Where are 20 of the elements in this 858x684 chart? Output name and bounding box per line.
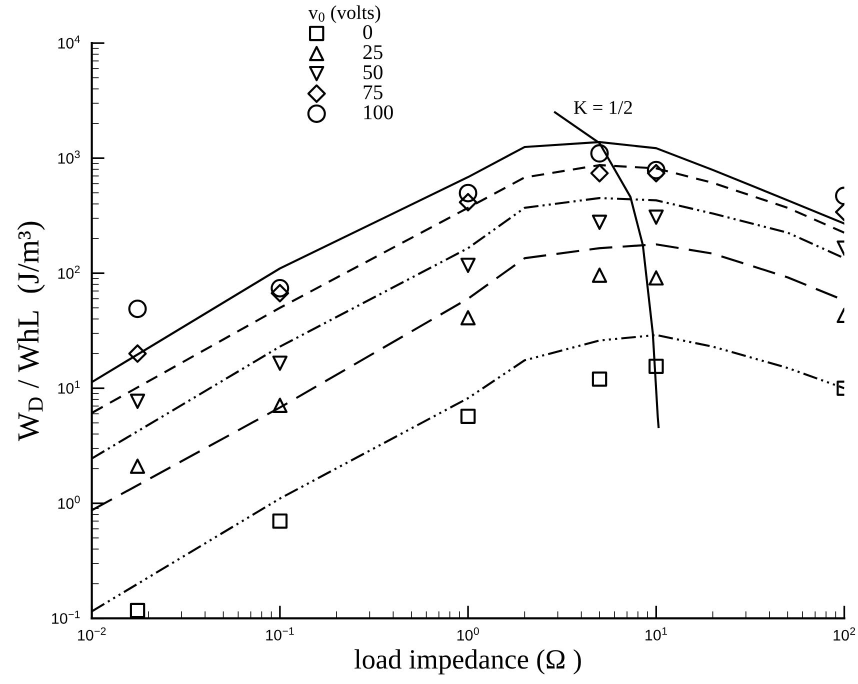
- x-axis-title: load impedance (Ω ): [354, 649, 581, 674]
- legend-label: 50: [364, 65, 382, 80]
- y-tick-label: 10$^{0}$: [58, 496, 80, 509]
- y-tick-label: 10$^{2}$: [58, 266, 80, 279]
- x-tick-label: 10$^{−1}$: [266, 627, 294, 641]
- y-tick-label: 10$^{4}$: [58, 35, 80, 49]
- x-tick-label: 10$^{1}$: [646, 627, 667, 641]
- y-axis-title: W$_{D}$ / WhL (J/m³): [17, 222, 45, 442]
- annotation: K = 1/2: [574, 101, 632, 114]
- x-tick-label: 10$^{0}$: [457, 627, 479, 641]
- legend-label: 100: [364, 105, 393, 120]
- legend-label: 75: [364, 85, 382, 100]
- y-tick-label: 10$^{−1}$: [52, 610, 80, 624]
- x-tick-label: 10$^{2}$: [834, 627, 856, 641]
- y-tick-label: 10$^{3}$: [58, 150, 80, 164]
- y-tick-label: 10$^{1}$: [58, 380, 80, 394]
- legend-title: v$_{0}$ (volts): [308, 5, 380, 24]
- legend-label: 25: [363, 45, 382, 60]
- x-tick-label: 10$^{−2}$: [78, 627, 106, 641]
- legend-label: 0: [363, 25, 372, 40]
